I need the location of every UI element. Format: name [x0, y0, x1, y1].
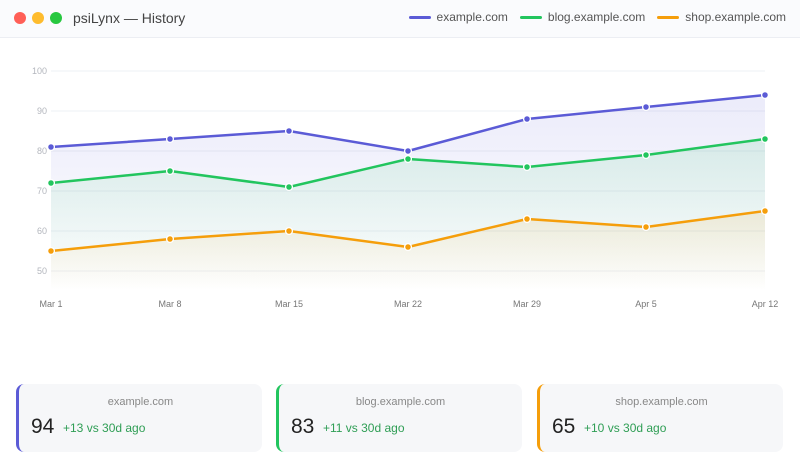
data-point [284, 226, 294, 236]
x-tick-label: Apr 12 [752, 299, 779, 309]
data-point [641, 150, 651, 160]
x-tick-label: Mar 8 [158, 299, 181, 309]
card-domain: blog.example.com [355, 396, 446, 408]
x-tick-label: Mar 22 [394, 299, 422, 309]
card-delta: +11 vs 30d ago [323, 421, 405, 435]
window-title: psiLynx — History [73, 10, 186, 26]
y-tick-label: 80 [37, 146, 47, 156]
y-tick-label: 70 [37, 186, 47, 196]
summary-card-example[interactable]: example.com 94 +13 vs 30d ago [16, 384, 262, 452]
card-delta: +13 vs 30d ago [63, 421, 146, 435]
data-point [46, 178, 56, 188]
card-score: 65 [552, 415, 576, 438]
data-point [760, 134, 770, 144]
chart-legend: example.com blog.example.com shop.exampl… [397, 10, 786, 24]
y-tick-label: 100 [32, 66, 47, 76]
card-score: 94 [31, 415, 55, 438]
y-tick-label: 90 [37, 106, 47, 116]
card-delta: +10 vs 30d ago [584, 421, 667, 435]
legend-label: blog.example.com [547, 10, 646, 24]
line-chart-svg: 50 60 70 80 90 100 Mar 1 Mar 8 Mar 15 Mar 22 Mar 2… [32, 66, 779, 309]
card-domain: example.com [107, 396, 174, 408]
legend-label: shop.example.com [685, 10, 786, 24]
legend-item-example[interactable]: example.com [408, 10, 508, 24]
data-point [522, 162, 532, 172]
legend-swatch-blog [519, 15, 542, 19]
x-tick-label: Mar 1 [39, 299, 62, 309]
summary-card-blog[interactable]: blog.example.com 83 +11 vs 30d ago [276, 384, 522, 452]
legend-swatch-example [408, 15, 431, 19]
summary-card-shop[interactable]: shop.example.com 65 +10 vs 30d ago [537, 384, 783, 452]
legend-item-blog[interactable]: blog.example.com [519, 10, 646, 24]
legend-label: example.com [436, 10, 508, 24]
legend-item-shop[interactable]: shop.example.com [657, 10, 786, 24]
data-point [522, 114, 532, 124]
data-point [403, 242, 413, 252]
data-point [46, 142, 56, 152]
data-point [165, 166, 175, 176]
maximize-window-button[interactable] [50, 12, 62, 24]
x-tick-label: Mar 29 [513, 299, 541, 309]
data-point [165, 134, 175, 144]
legend-swatch-shop [657, 15, 680, 19]
data-point [522, 214, 532, 224]
data-point [46, 246, 56, 256]
title-bar: psiLynx — History example.com blog.examp… [0, 0, 800, 38]
data-point [641, 222, 651, 232]
data-point [284, 126, 294, 136]
history-chart: 50 60 70 80 90 100 Mar 1 Mar 8 Mar 15 Mar 22 Mar 2… [0, 40, 800, 320]
close-window-button[interactable] [14, 12, 26, 24]
x-tick-label: Mar 15 [275, 299, 303, 309]
minimize-window-button[interactable] [32, 12, 44, 24]
data-point [284, 182, 294, 192]
y-tick-label: 50 [37, 266, 47, 276]
data-point [403, 146, 413, 156]
card-domain: shop.example.com [615, 396, 708, 408]
data-point [165, 234, 175, 244]
data-point [641, 102, 651, 112]
card-score: 83 [291, 415, 315, 438]
x-tick-label: Apr 5 [635, 299, 657, 309]
y-tick-label: 60 [37, 226, 47, 236]
data-point [403, 154, 413, 164]
summary-cards: example.com 94 +13 vs 30d ago blog.examp… [16, 384, 784, 454]
data-point [760, 206, 770, 216]
data-point [760, 90, 770, 100]
